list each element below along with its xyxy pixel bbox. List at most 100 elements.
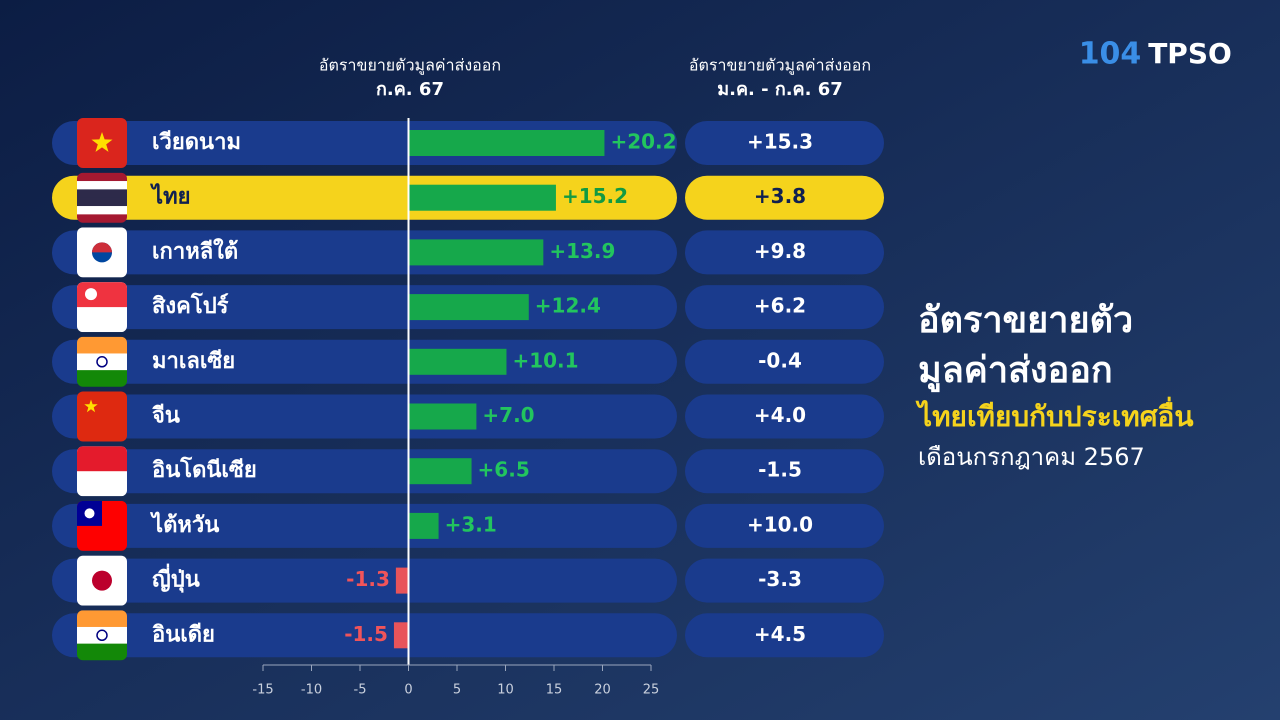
- header: ก.ค. 67: [376, 79, 444, 100]
- x-tick-label: 0: [404, 683, 412, 698]
- category-label: อินโดนีเซีย: [152, 456, 257, 483]
- row-background-right: [685, 175, 884, 220]
- row-background: [52, 503, 677, 548]
- ytd-label: +15.3: [747, 130, 813, 154]
- ytd-label: +10.0: [747, 512, 813, 536]
- row-background-right: [685, 285, 884, 330]
- flag-part: [77, 610, 127, 628]
- bar: [393, 622, 409, 649]
- ytd-label: -3.3: [758, 567, 802, 591]
- x-tick-label: 15: [546, 683, 563, 698]
- flag: [77, 555, 127, 606]
- bar: [408, 184, 556, 211]
- ytd-label: +6.2: [754, 294, 806, 318]
- flag: [77, 282, 127, 333]
- row-background: [52, 394, 677, 439]
- ytd-label: +3.8: [754, 184, 806, 208]
- ytd-label: -1.5: [758, 458, 802, 482]
- row-background-right: [685, 503, 884, 548]
- ytd-label: +9.8: [754, 239, 806, 263]
- flag: [77, 336, 127, 387]
- ytd-label: +4.0: [754, 403, 806, 427]
- bar: [408, 348, 507, 375]
- flag-part: [92, 242, 112, 253]
- category-label: เกาหลีใต้: [152, 237, 238, 264]
- bar: [408, 403, 477, 430]
- row-background: [52, 449, 677, 494]
- bar: [408, 512, 439, 539]
- flag-part: [77, 626, 127, 645]
- flag-part: [77, 214, 127, 223]
- title: อัตราขยายตัว: [918, 300, 1133, 341]
- category-label: ญี่ปุ่น: [152, 563, 200, 594]
- flag-part: [92, 570, 112, 591]
- flag-part: [84, 508, 95, 519]
- bar: [408, 239, 544, 266]
- value-label: +20.2: [610, 130, 676, 154]
- header: อัตราขยายตัวมูลค่าส่งออก: [319, 56, 501, 76]
- flag: [77, 391, 127, 442]
- row-background-right: [685, 449, 884, 494]
- flag: [77, 610, 127, 661]
- value-label: +10.1: [512, 348, 578, 372]
- flag-part: [77, 282, 127, 308]
- flag-part: [77, 391, 127, 442]
- row-background-right: [685, 558, 884, 603]
- x-tick-label: -15: [252, 683, 273, 698]
- flag-part: [96, 356, 108, 368]
- row-background-right: [685, 613, 884, 658]
- logo-104: 104: [1079, 37, 1142, 72]
- flag: [77, 446, 127, 497]
- flag: [77, 172, 127, 223]
- header: อัตราขยายตัวมูลค่าส่งออก: [689, 56, 871, 76]
- value-label: +6.5: [478, 458, 530, 482]
- bar: [408, 458, 472, 485]
- row-background-right: [685, 230, 884, 275]
- flag-part: [91, 132, 113, 152]
- flag: [77, 118, 127, 168]
- x-tick-label: 25: [643, 683, 660, 698]
- value-label: -1.3: [346, 567, 390, 591]
- ytd-label: +4.5: [754, 622, 806, 646]
- logo-tpso: TPSO: [1148, 37, 1232, 70]
- value-label: +15.2: [562, 184, 628, 208]
- title: มูลค่าส่งออก: [918, 350, 1113, 393]
- ytd-label: -0.4: [758, 348, 802, 372]
- flag-part: [85, 288, 97, 301]
- value-label: +7.0: [482, 403, 534, 427]
- flag-part: [77, 197, 127, 207]
- bar: [408, 130, 605, 156]
- category-label: สิงคโปร์: [152, 292, 229, 319]
- flag-part: [77, 181, 127, 190]
- value-label: +12.4: [535, 294, 601, 318]
- row-background: [52, 558, 677, 603]
- flag: [77, 227, 127, 278]
- flag-part: [96, 629, 108, 642]
- row-background-right: [685, 121, 884, 165]
- row-background: [52, 613, 677, 658]
- flag-part: [77, 446, 127, 472]
- value-label: -1.5: [344, 622, 388, 646]
- category-label: มาเลเซีย: [152, 349, 235, 374]
- row-background: [52, 339, 677, 384]
- x-tick-label: -5: [354, 683, 367, 698]
- flag-part: [77, 370, 127, 387]
- flag-part: [77, 206, 127, 215]
- bar: [408, 294, 529, 321]
- row-background-right: [685, 394, 884, 439]
- period: เดือนกรกฎาคม 2567: [918, 443, 1145, 471]
- x-tick-label: 10: [497, 683, 514, 698]
- x-tick-label: 5: [453, 683, 461, 698]
- x-tick-label: -10: [301, 683, 322, 698]
- category-label: อินเดีย: [152, 622, 215, 647]
- category-label: ไต้หวัน: [150, 511, 219, 538]
- header: ม.ค. - ก.ค. 67: [717, 79, 843, 100]
- bar: [395, 567, 409, 594]
- row-background-right: [685, 339, 884, 384]
- category-label: จีน: [152, 404, 180, 429]
- flag-part: [77, 353, 127, 371]
- value-label: +3.1: [445, 512, 497, 536]
- value-label: +13.9: [549, 239, 615, 263]
- category-label: ไทย: [150, 183, 190, 210]
